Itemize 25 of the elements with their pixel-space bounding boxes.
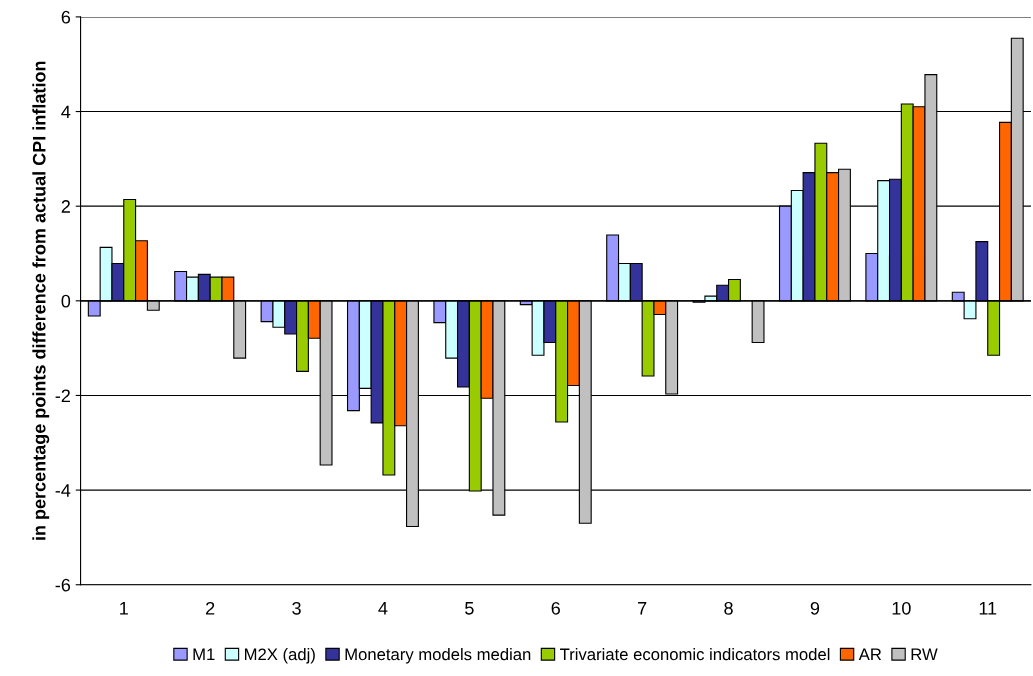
x-tick-label: 2 [206,601,215,615]
y-tick-label: 4 [61,105,71,119]
x-tick-label: 4 [378,602,388,615]
x-tick-label: 10 [892,601,911,615]
legend-label: AR [858,648,882,661]
y-tick-label: 6 [61,10,71,24]
y-tick-label: -4 [55,484,71,497]
x-tick-label: 3 [292,601,301,615]
y-axis-title: in percentage points difference from actual CPI inflation [32,61,50,540]
x-tick-label: 9 [810,601,820,615]
x-tick-label: 7 [638,602,647,615]
legend-label: M1 [193,648,215,661]
legend-label: M2X (adj) [244,648,315,664]
x-tick-label: 1 [120,602,128,615]
x-tick-label: 8 [724,601,733,615]
legend-label: RW [911,648,938,661]
y-tick-label: -2 [55,389,70,402]
legend-label: Monetary models median [345,648,531,664]
x-tick-label: 5 [465,602,474,615]
y-tick-label: 2 [61,200,70,213]
x-tick-label: 6 [551,601,560,615]
y-tick-label: 0 [61,294,71,308]
x-tick-label: 11 [979,602,997,615]
y-tick-label: -6 [55,578,71,592]
legend-label: Trivariate economic indicators model [560,648,830,661]
